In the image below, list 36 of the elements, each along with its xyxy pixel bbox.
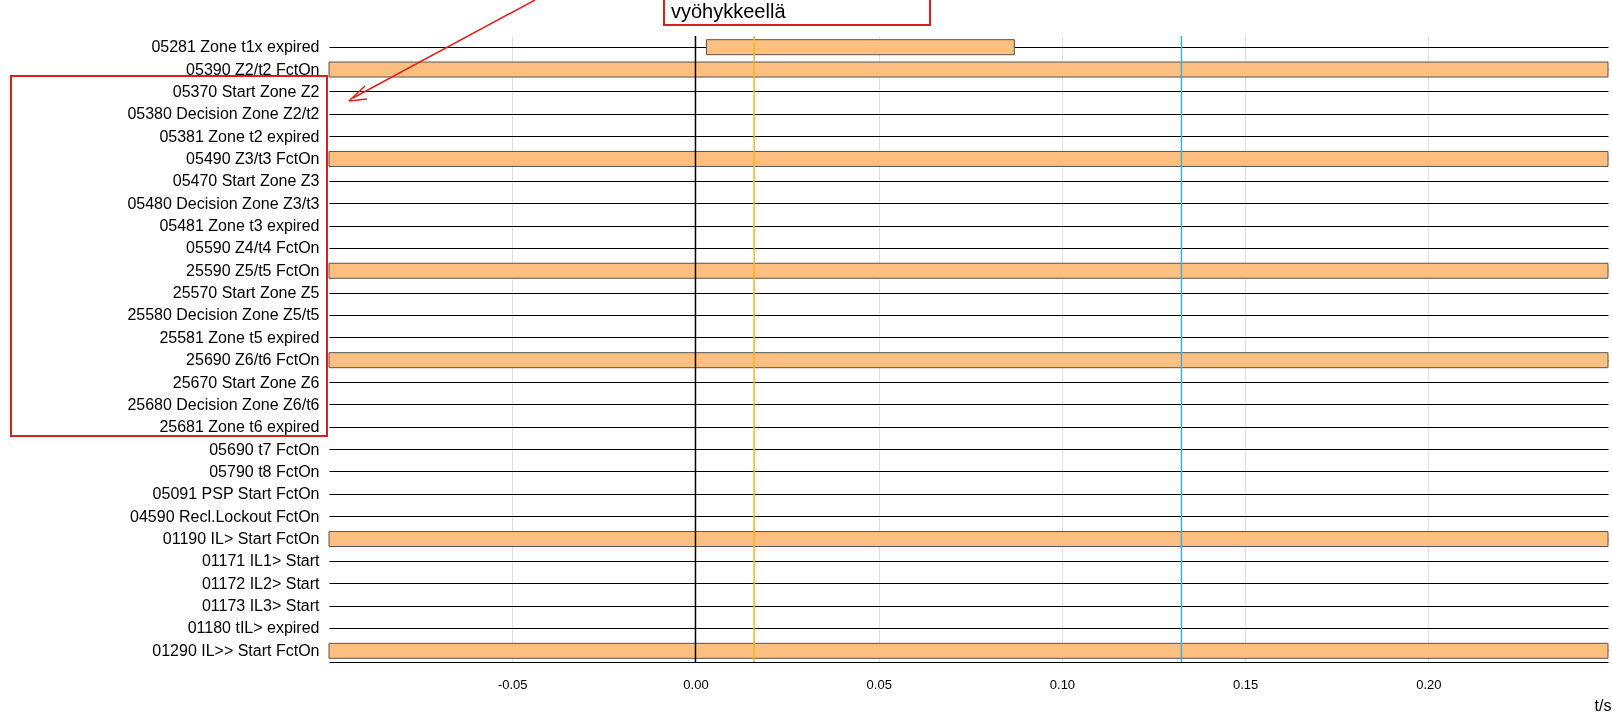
y-tick-label: 05281 Zone t1x expired (151, 38, 320, 56)
y-tick-label: 01172 IL2> Start (201, 574, 321, 592)
x-axis-title: t/s (1594, 696, 1612, 714)
text: vyöhykkeellä (663, 0, 931, 26)
y-tick-label: 25670 Start Zone Z6 (172, 373, 320, 391)
y-tick-label: 05470 Start Zone Z3 (172, 172, 320, 190)
y-tick-label: 05380 Decision Zone Z2/t2 (127, 105, 320, 123)
y-tick-label: 05481 Zone t3 expired (159, 217, 320, 235)
y-tick-label: 01180 tIL> expired (187, 619, 320, 637)
y-tick-label: 01190 IL> Start FctOn (162, 530, 320, 548)
y-tick-label: 05590 Z4/t4 FctOn (186, 239, 320, 257)
y-tick-label: 05690 t7 FctOn (209, 440, 320, 458)
y-tick-label: 01173 IL3> Start (201, 597, 321, 615)
y-tick-label: 25680 Decision Zone Z6/t6 (127, 395, 320, 413)
y-tick-label: 05790 t8 FctOn (209, 462, 320, 480)
y-tick-label: 25590 Z5/t5 FctOn (186, 261, 320, 279)
x-tick-label: 0.05 (866, 676, 892, 692)
y-tick-label: 05480 Decision Zone Z3/t3 (127, 194, 320, 212)
y-tick-label: 25580 Decision Zone Z5/t5 (127, 306, 320, 324)
y-tick-label: 25581 Zone t5 expired (159, 328, 320, 346)
x-tick-label: 0.10 (1049, 676, 1076, 692)
y-tick-label: 05370 Start Zone Z2 (172, 82, 320, 100)
y-tick-label: 05091 PSP Start FctOn (152, 485, 320, 503)
y-tick-label: 04590 Recl.Lockout FctOn (130, 507, 320, 525)
y-tick-label: 25681 Zone t6 expired (159, 418, 320, 436)
x-tick-label: -0.05 (497, 676, 528, 692)
y-tick-label: 01290 IL>> Start FctOn (152, 641, 320, 659)
x-tick-label: 0.15 (1233, 676, 1259, 692)
y-tick-label: 01171 IL1> Start (201, 552, 321, 570)
x-tick-label: 0.20 (1416, 676, 1442, 692)
y-tick-label: 25690 Z6/t6 FctOn (186, 351, 320, 369)
y-tick-label: 05490 Z3/t3 FctOn (186, 149, 320, 167)
y-tick-label: 25570 Start Zone Z5 (172, 284, 320, 302)
y-tick-label: 05390 Z2/t2 FctOn (186, 60, 320, 78)
x-tick-label: 0.00 (683, 676, 709, 692)
y-tick-label: 05381 Zone t2 expired (159, 127, 320, 145)
